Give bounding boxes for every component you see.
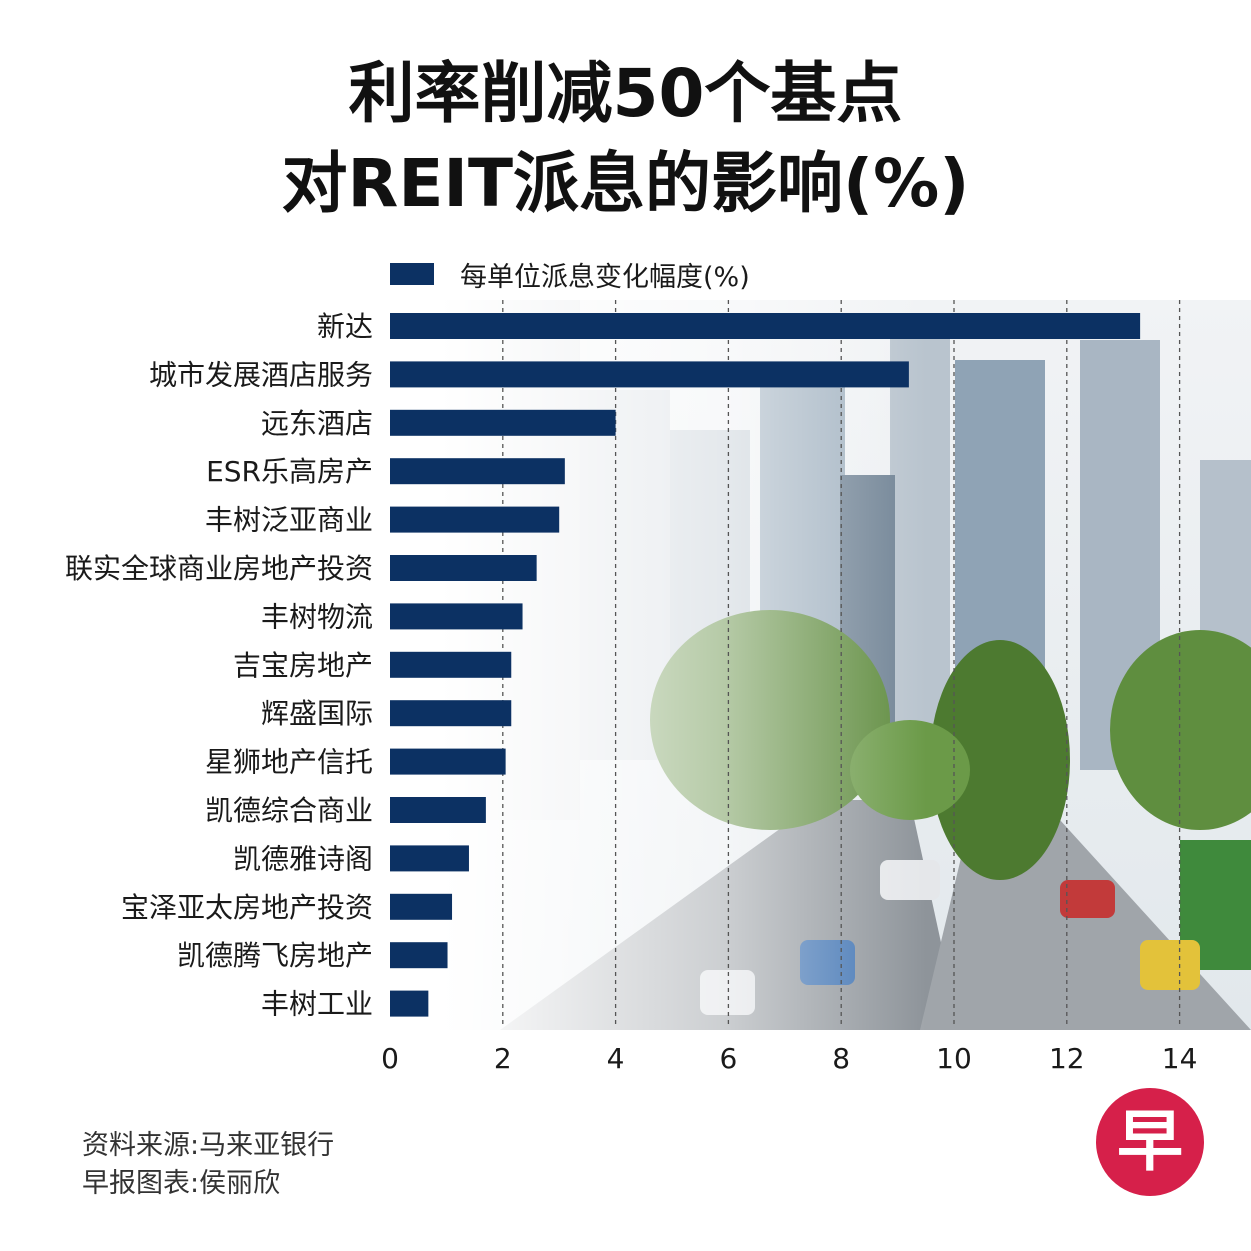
gridlines xyxy=(502,300,1181,1028)
legend: 每单位派息变化幅度(%) xyxy=(390,254,750,294)
category-label: 凯德综合商业 xyxy=(205,794,373,827)
bar xyxy=(390,700,512,727)
chart-title-line-2: 对REIT派息的影响(%) xyxy=(281,145,970,222)
x-tick-label: 8 xyxy=(832,1042,850,1075)
credit-line: 早报图表:侯丽欣 xyxy=(82,1168,281,1199)
bar xyxy=(390,603,523,630)
category-label: 丰树工业 xyxy=(261,988,373,1021)
bar xyxy=(390,651,512,678)
bar xyxy=(390,942,448,969)
category-label: 丰树泛亚商业 xyxy=(205,504,373,537)
category-label: 城市发展酒店服务 xyxy=(149,358,373,391)
x-tick-label: 4 xyxy=(607,1042,625,1075)
bar xyxy=(390,797,486,823)
x-tick-label: 14 xyxy=(1162,1042,1198,1075)
bar xyxy=(390,361,909,388)
x-tick-label: 6 xyxy=(719,1042,737,1075)
category-label: 宝泽亚太房地产投资 xyxy=(121,891,373,924)
category-label: 联实全球商业房地产投资 xyxy=(65,552,373,585)
bar xyxy=(390,555,537,581)
category-label: 凯德腾飞房地产 xyxy=(177,939,373,972)
x-tick-label: 12 xyxy=(1049,1042,1085,1075)
chart-title-line-1: 利率削减50个基点 xyxy=(348,55,903,132)
legend-swatch xyxy=(390,263,434,285)
x-tick-label: 10 xyxy=(936,1042,972,1075)
x-tick-label: 0 xyxy=(381,1042,399,1075)
bars xyxy=(390,313,1141,1017)
bar xyxy=(390,845,469,872)
bar xyxy=(390,506,560,533)
source-line: 资料来源:马来亚银行 xyxy=(82,1130,335,1161)
bar xyxy=(390,990,429,1017)
legend-label: 每单位派息变化幅度(%) xyxy=(460,261,750,293)
x-axis-tick-labels: 0 2 4 6 8 10 12 14 xyxy=(381,1042,1197,1075)
bar xyxy=(390,893,453,920)
category-label: 新达 xyxy=(317,310,373,343)
zaobao-logo: 早 xyxy=(1096,1088,1204,1196)
category-label: 吉宝房地产 xyxy=(233,649,373,682)
category-label: 远东酒店 xyxy=(261,407,373,440)
bar xyxy=(390,748,506,775)
category-label: 凯德雅诗阁 xyxy=(233,842,373,875)
bar xyxy=(390,458,565,485)
category-label: 辉盛国际 xyxy=(261,697,373,730)
bar xyxy=(390,409,616,436)
x-tick-label: 2 xyxy=(494,1042,512,1075)
category-label: 星狮地产信托 xyxy=(205,746,373,779)
category-label: ESR乐高房产 xyxy=(206,455,373,488)
category-label: 丰树物流 xyxy=(261,600,373,633)
bar xyxy=(390,313,1141,339)
